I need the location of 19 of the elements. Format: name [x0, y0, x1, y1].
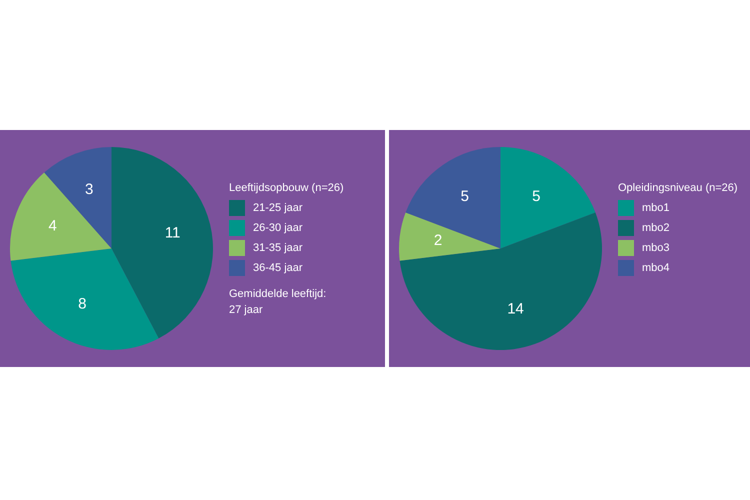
legend-label: 36-45 jaar — [253, 262, 303, 274]
data-label: 8 — [78, 295, 86, 312]
legend-label: mbo3 — [642, 242, 670, 254]
legend-label: 21-25 jaar — [253, 202, 303, 214]
data-label: 2 — [434, 232, 442, 250]
legend-label: mbo1 — [642, 202, 670, 214]
legend-label: mbo4 — [642, 262, 670, 274]
data-label: 14 — [507, 300, 524, 318]
legend-title: Leeftijdsopbouw (n=26) — [229, 182, 344, 194]
legend-label: 31-35 jaar — [253, 242, 303, 254]
legend-label: mbo2 — [642, 222, 670, 234]
data-label: 11 — [164, 224, 180, 242]
data-label: 3 — [85, 180, 94, 198]
legend-title: Opleidingsniveau (n=26) — [618, 182, 738, 194]
data-label: 4 — [48, 217, 57, 234]
data-label: 5 — [460, 188, 469, 205]
legend-label: 26-30 jaar — [253, 222, 303, 234]
text: Gemiddelde leeftijd: 27 jaar — [229, 287, 328, 318]
data-label: 5 — [532, 188, 540, 205]
